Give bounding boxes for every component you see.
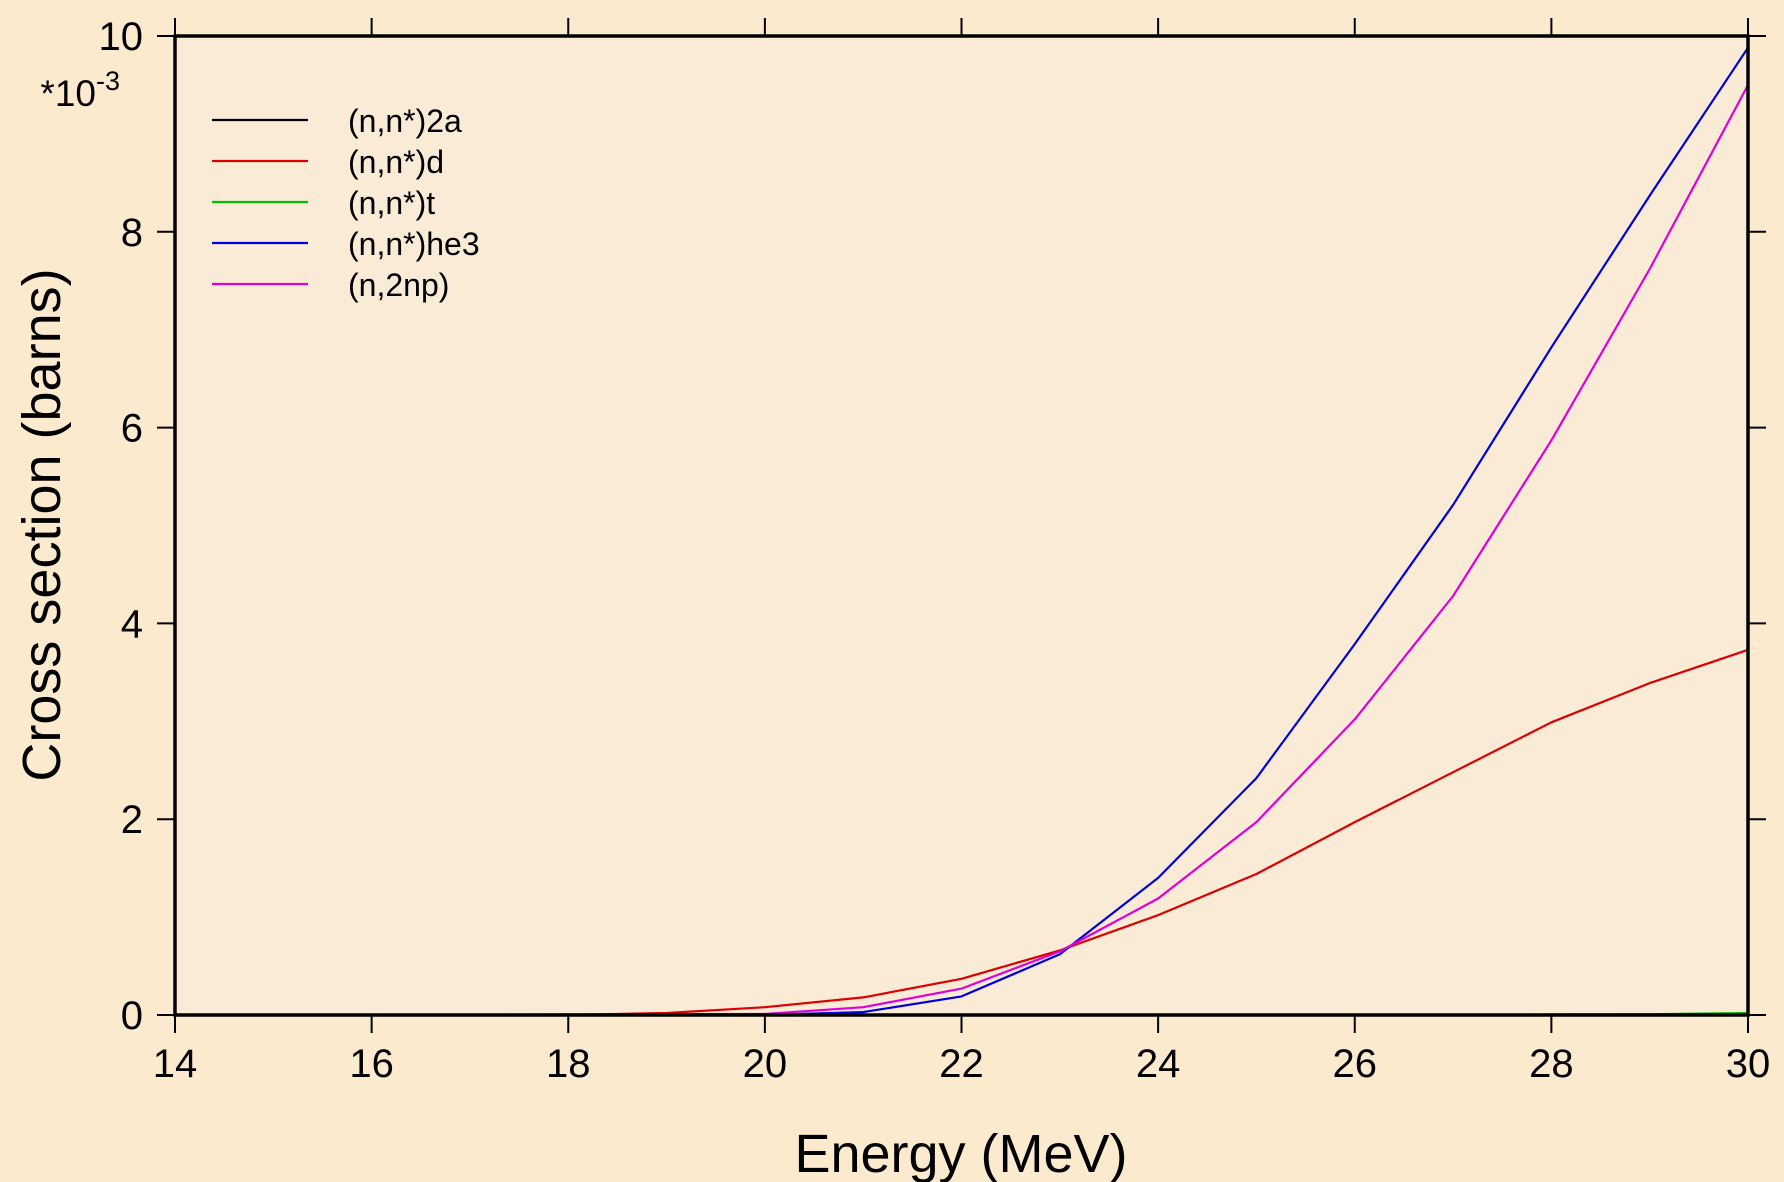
legend-label: (n,2np): [348, 267, 449, 303]
x-tick-label: 30: [1726, 1042, 1771, 1086]
y-tick-label: 10: [99, 15, 144, 59]
series-line-5: [174, 84, 1749, 1017]
y-tick-label: 4: [121, 602, 143, 646]
x-tick-label: 26: [1333, 1042, 1378, 1086]
legend-label: (n,n*)t: [348, 185, 435, 221]
y-multiplier-exponent: -3: [96, 66, 120, 96]
legend-label: (n,n*)2a: [348, 103, 462, 139]
x-tick-label: 18: [546, 1042, 591, 1086]
y-multiplier-base: *10: [40, 73, 96, 114]
y-tick-label: 0: [121, 994, 143, 1038]
legend: (n,n*)2a (n,n*)d (n,n*)t (n,n*)he3 (n,2np): [212, 103, 480, 303]
y-tick-label: 6: [121, 407, 143, 451]
plot-area: [175, 36, 1748, 1015]
x-tick-label: 16: [349, 1042, 394, 1086]
y-axis-label: Cross section (barns): [12, 268, 72, 781]
x-tick-label: 22: [939, 1042, 984, 1086]
y-tick-label: 2: [121, 798, 143, 842]
x-tick-label: 28: [1529, 1042, 1574, 1086]
x-tick-label: 14: [153, 1042, 198, 1086]
x-tick-label: 24: [1136, 1042, 1181, 1086]
legend-label: (n,n*)he3: [348, 226, 480, 262]
legend-label: (n,n*)d: [348, 144, 444, 180]
y-tick-label: 8: [121, 211, 143, 255]
y-multiplier: *10-3: [40, 66, 120, 114]
series-line-2: [175, 648, 1749, 1017]
series-line-4: [175, 47, 1749, 1017]
x-axis-label: Energy (MeV): [794, 1124, 1127, 1182]
x-tick-label: 20: [743, 1042, 788, 1086]
